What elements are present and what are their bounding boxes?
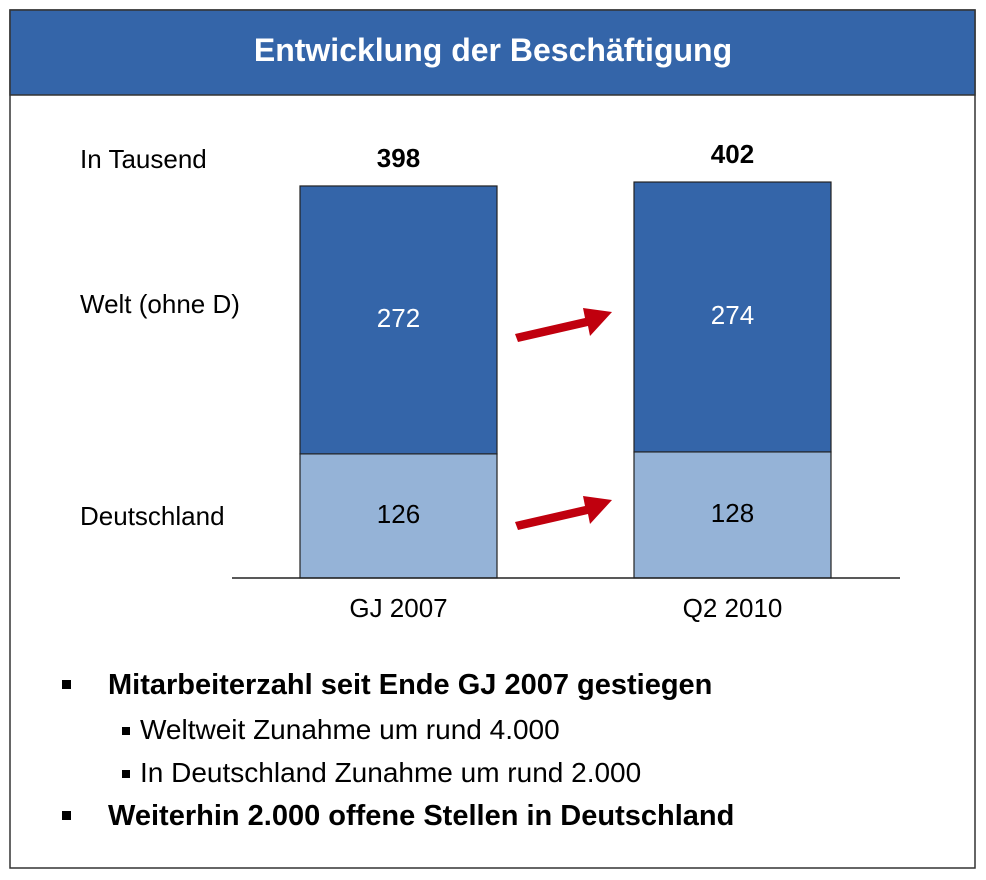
bullet: Weiterhin 2.000 offene Stellen in Deutsc…: [108, 800, 735, 832]
total-label: 398: [377, 143, 420, 173]
arrow: [515, 496, 612, 530]
unit-label: In Tausend: [80, 144, 207, 174]
bar-segment: [299, 185, 498, 455]
bar-segment: [633, 181, 832, 453]
bullet-marker: [62, 811, 71, 820]
segment-label: 272: [377, 303, 420, 333]
sub-bullet-marker: [122, 770, 130, 778]
bar-segment: [633, 451, 832, 579]
sub-bullet: In Deutschland Zunahme um rund 2.000: [140, 757, 642, 788]
segment-label: 126: [377, 499, 420, 529]
x-tick-label: Q2 2010: [683, 593, 783, 623]
sub-bullet: Weltweit Zunahme um rund 4.000: [140, 714, 560, 745]
total-label: 402: [711, 139, 754, 169]
bullet-marker: [62, 680, 71, 689]
arrows: [515, 308, 612, 530]
sub-bullet-marker: [122, 727, 130, 735]
arrow: [515, 308, 612, 342]
segment-label: 128: [711, 498, 754, 528]
x-tick-label: GJ 2007: [349, 593, 447, 623]
bullet: Mitarbeiterzahl seit Ende GJ 2007 gestie…: [108, 669, 713, 701]
series-label: Welt (ohne D): [80, 288, 240, 319]
bar-segment: [299, 453, 498, 579]
series-label: Deutschland: [80, 500, 225, 531]
chart-title: Entwicklung der Beschäftigung: [253, 32, 733, 68]
header-band: [9, 9, 976, 96]
segment-label: 274: [711, 300, 754, 330]
